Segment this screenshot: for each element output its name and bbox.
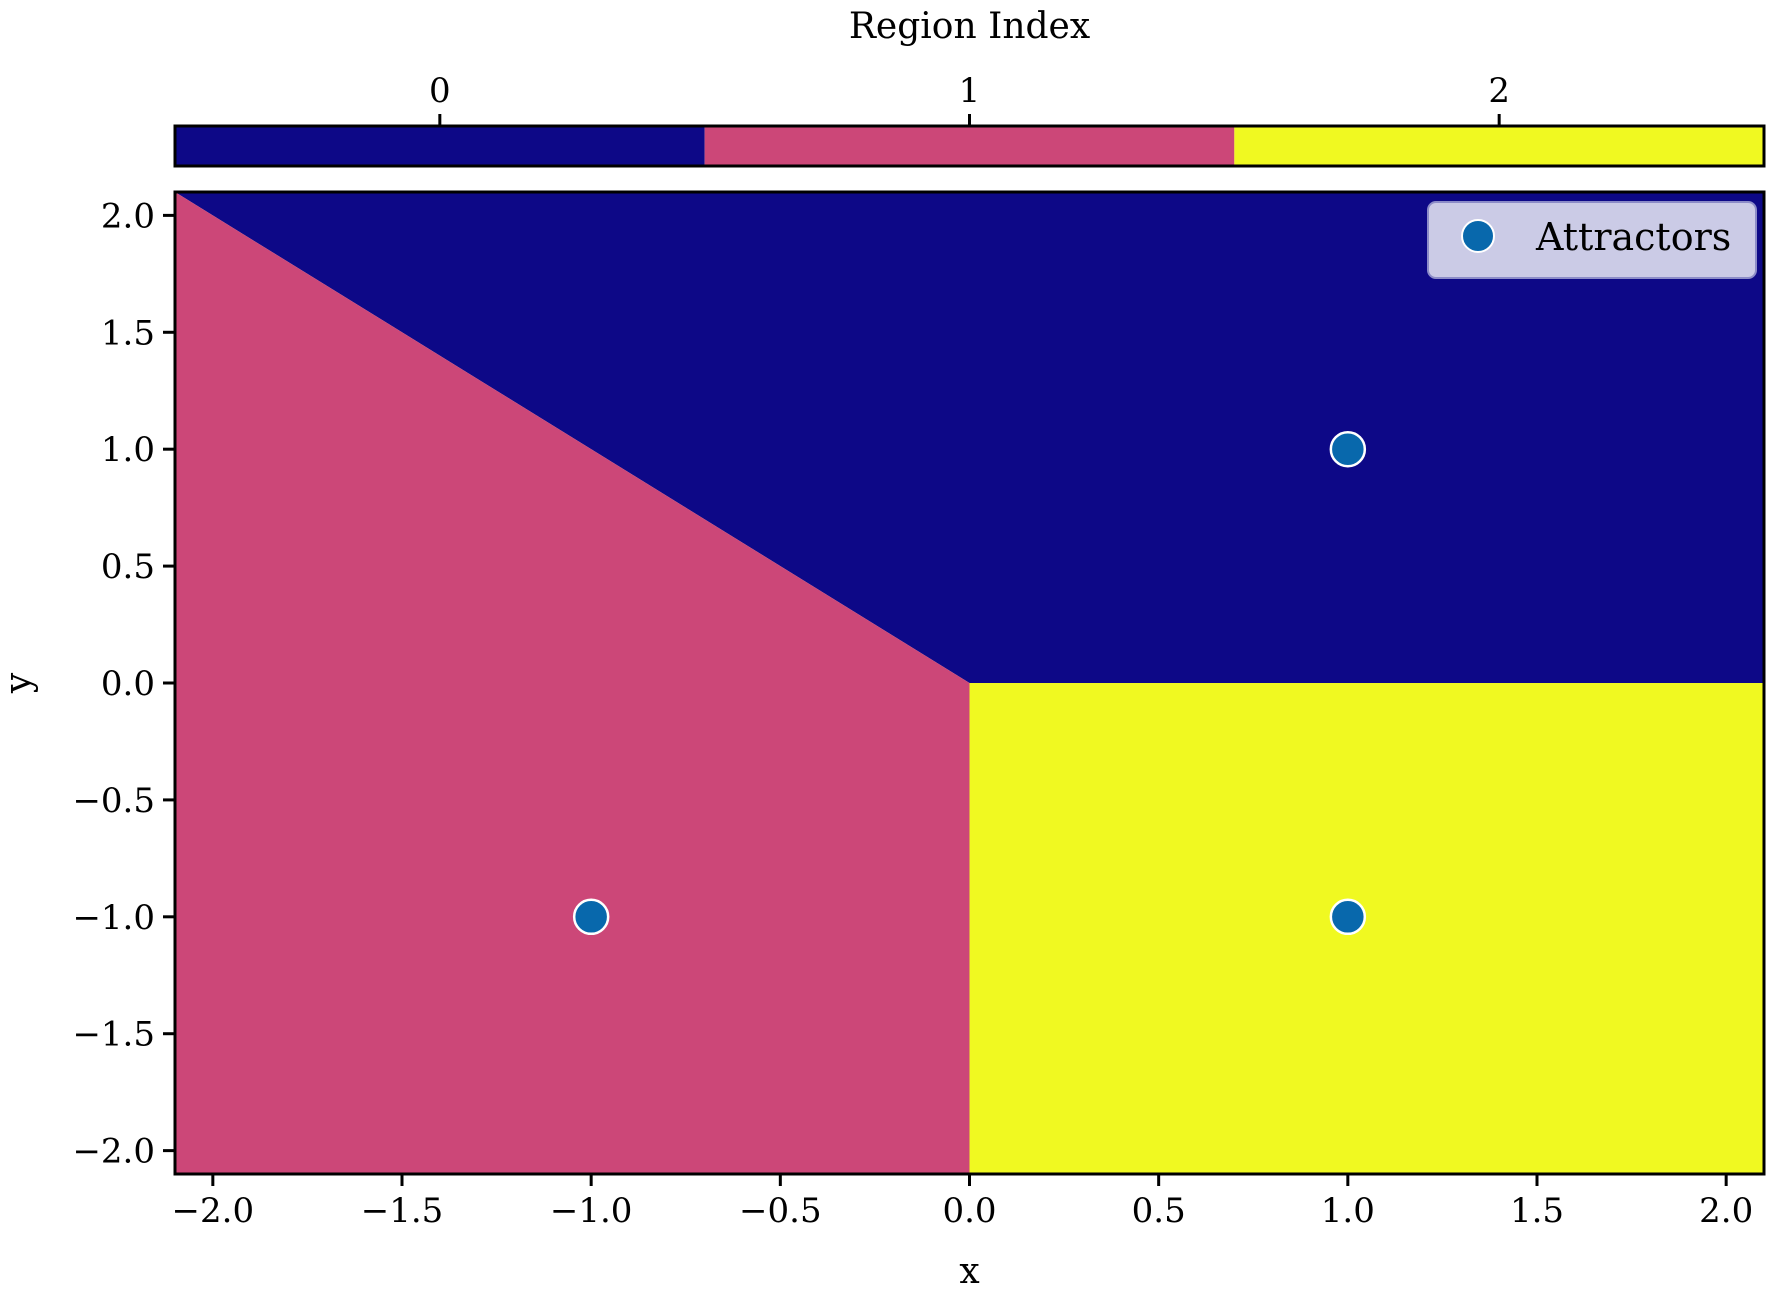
attractor-point	[572, 898, 610, 936]
x-tick-label: −1.0	[550, 1191, 633, 1231]
attractor-point	[1329, 430, 1367, 468]
colorbar-tick-label: 0	[429, 71, 451, 111]
y-tick-label: 1.5	[101, 313, 155, 353]
plot-area: −2.0 −1.5 −1.0 −0.5 0.0 0.5 1.0 1.5 2.0 −2.0 −1.5…	[0, 190, 1766, 1292]
attractor-points	[572, 430, 1367, 936]
legend-marker	[1461, 219, 1495, 253]
colorbar-segments	[175, 126, 1764, 166]
y-tick-label: 1.0	[101, 430, 155, 470]
colorbar-tick-label: 2	[1488, 71, 1510, 111]
y-axis-title: y	[0, 672, 39, 694]
colorbar: 0 1 2 Region Index	[173, 6, 1766, 168]
colorbar-segment-1	[704, 126, 1235, 166]
y-tick-label: −1.0	[72, 898, 155, 938]
x-tick-label: −1.5	[361, 1191, 444, 1231]
attractor-point	[1329, 898, 1367, 936]
x-tick-label: 2.0	[1699, 1191, 1753, 1231]
y-tick-label: −2.0	[72, 1132, 155, 1172]
x-tick-label: −2.0	[172, 1191, 255, 1231]
colorbar-segment-2	[1234, 126, 1764, 166]
region-1	[175, 192, 970, 1174]
x-tick-label: −0.5	[739, 1191, 822, 1231]
x-axis-title: x	[959, 1251, 979, 1292]
x-axis-ticks: −2.0 −1.5 −1.0 −0.5 0.0 0.5 1.0 1.5 2.0	[172, 1174, 1753, 1231]
colorbar-ticks: 0 1 2	[429, 71, 1510, 126]
y-tick-label: 0.0	[101, 664, 155, 704]
y-tick-label: 2.0	[101, 196, 155, 236]
legend-box	[1427, 201, 1757, 279]
y-tick-label: 0.5	[101, 547, 155, 587]
colorbar-segment-0	[175, 126, 705, 166]
x-tick-label: 0.5	[1132, 1191, 1186, 1231]
colorbar-title: Region Index	[849, 6, 1090, 47]
region-map	[175, 192, 1764, 1174]
region-2	[969, 683, 1764, 1174]
colorbar-tick-label: 1	[959, 71, 981, 111]
y-axis-ticks: −2.0 −1.5 −1.0 −0.5 0.0 0.5 1.0 1.5 2.0	[72, 196, 175, 1172]
legend: Attractors	[1427, 201, 1757, 279]
x-tick-label: 1.0	[1321, 1191, 1375, 1231]
region-0	[175, 192, 1764, 683]
x-tick-label: 1.5	[1510, 1191, 1564, 1231]
y-tick-label: −1.5	[72, 1015, 155, 1055]
y-tick-label: −0.5	[72, 781, 155, 821]
legend-label: Attractors	[1535, 215, 1731, 259]
x-tick-label: 0.0	[942, 1191, 996, 1231]
